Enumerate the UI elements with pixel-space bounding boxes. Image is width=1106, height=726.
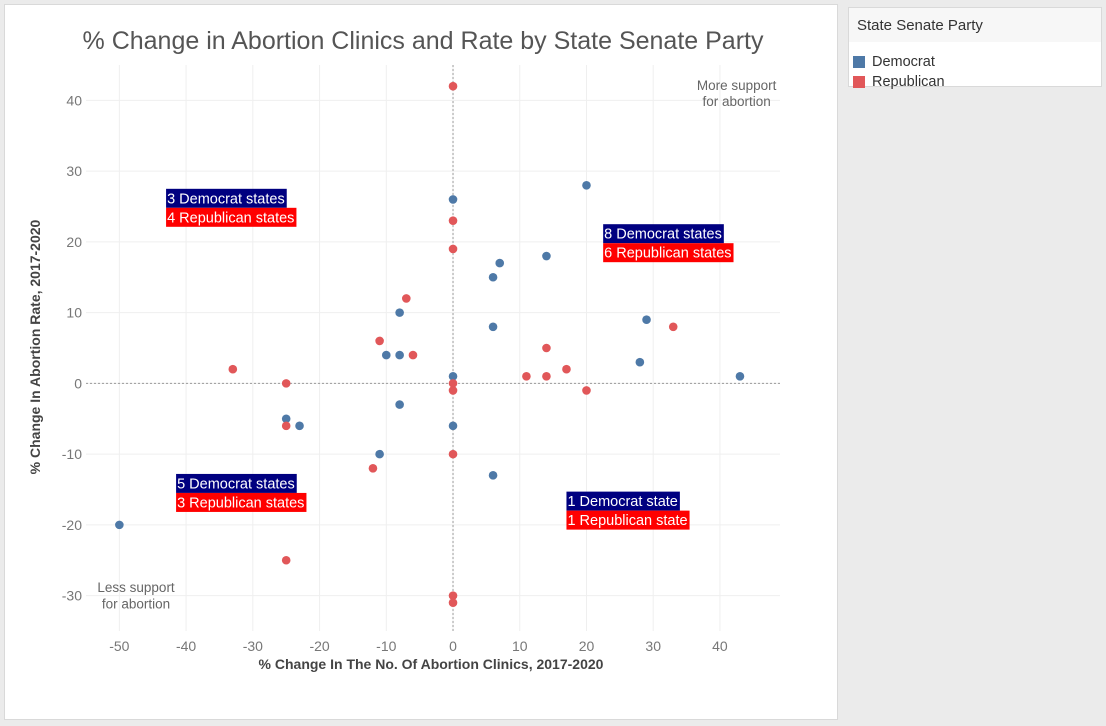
point-republican[interactable] <box>449 216 458 225</box>
quadrant-label-republican-text: 1 Republican state <box>567 513 687 529</box>
y-tick-label: 10 <box>66 305 82 321</box>
quadrant-label-democrat: 5 Democrat states <box>176 474 297 493</box>
quadrant-label-democrat: 3 Democrat states <box>166 189 287 208</box>
quadrant-label-republican-text: 4 Republican states <box>167 210 294 226</box>
quadrant-label-democrat: 8 Democrat states <box>603 224 724 243</box>
point-republican[interactable] <box>369 464 378 473</box>
point-democrat[interactable] <box>582 181 591 190</box>
x-tick-label: 0 <box>449 638 457 654</box>
point-democrat[interactable] <box>495 259 504 268</box>
point-democrat[interactable] <box>489 322 498 331</box>
x-axis-label: % Change In The No. Of Abortion Clinics,… <box>259 656 604 672</box>
point-democrat[interactable] <box>395 400 404 409</box>
point-republican[interactable] <box>669 322 678 331</box>
point-republican[interactable] <box>582 386 591 395</box>
chart-canvas: % Change in Abortion Clinics and Rate by… <box>4 4 838 720</box>
y-axis-label: % Change In Abortion Rate, 2017-2020 <box>27 219 43 474</box>
quadrant-label-democrat-text: 3 Democrat states <box>167 191 285 207</box>
x-tick-label: -20 <box>309 638 329 654</box>
point-democrat[interactable] <box>395 308 404 317</box>
legend-entry-republican[interactable]: Republican <box>853 72 945 92</box>
republican-swatch <box>853 76 865 88</box>
point-democrat[interactable] <box>642 315 651 324</box>
chart-title: % Change in Abortion Clinics and Rate by… <box>83 27 764 55</box>
x-tick-label: 20 <box>579 638 595 654</box>
y-tick-label: 30 <box>66 163 82 179</box>
legend-label-republican: Republican <box>872 74 945 90</box>
point-republican[interactable] <box>542 372 551 381</box>
point-republican[interactable] <box>449 598 458 607</box>
point-democrat[interactable] <box>636 358 645 367</box>
point-republican[interactable] <box>522 372 531 381</box>
y-tick-label: -20 <box>62 517 82 533</box>
point-republican[interactable] <box>282 556 291 565</box>
y-tick-label: 40 <box>66 92 82 108</box>
point-republican[interactable] <box>449 82 458 91</box>
quadrant-label-democrat-text: 5 Democrat states <box>177 476 295 492</box>
y-axis-ticks: -30 -20 -10 0 10 20 30 40 <box>62 92 82 603</box>
quadrant-labels: 3 Democrat states 4 Republican states 8 De… <box>166 189 733 530</box>
scatter-plot: % Change in Abortion Clinics and Rate by… <box>5 5 839 721</box>
point-republican[interactable] <box>562 365 571 374</box>
point-democrat[interactable] <box>449 195 458 204</box>
x-tick-label: -10 <box>376 638 396 654</box>
grid-lines <box>86 65 780 631</box>
quadrant-label-republican: 3 Republican states <box>176 493 306 512</box>
annotation-text: for abortion <box>702 94 770 109</box>
point-democrat[interactable] <box>395 351 404 360</box>
legend-title: State Senate Party <box>857 17 983 34</box>
quadrant-label-democrat: 1 Democrat state <box>566 492 679 511</box>
reference-lines <box>86 65 780 631</box>
x-axis-ticks: -50 -40 -30 -20 -10 0 10 20 30 40 <box>109 638 728 654</box>
legend: State Senate Party Democrat Republican <box>848 7 1102 87</box>
point-republican[interactable] <box>449 245 458 254</box>
legend-label-democrat: Democrat <box>872 54 935 70</box>
point-democrat[interactable] <box>736 372 745 381</box>
point-democrat[interactable] <box>449 422 458 431</box>
point-republican[interactable] <box>282 422 291 431</box>
annotation-text: More support <box>697 78 777 93</box>
y-tick-label: -10 <box>62 446 82 462</box>
point-republican[interactable] <box>375 337 384 346</box>
point-republican[interactable] <box>229 365 238 374</box>
point-democrat[interactable] <box>295 422 304 431</box>
point-republican[interactable] <box>449 450 458 459</box>
x-tick-label: 40 <box>712 638 728 654</box>
quadrant-label-republican: 1 Republican state <box>566 511 689 530</box>
point-democrat[interactable] <box>542 252 551 261</box>
x-tick-label: 30 <box>645 638 661 654</box>
legend-entry-democrat[interactable]: Democrat <box>853 52 935 72</box>
x-tick-label: -30 <box>243 638 263 654</box>
point-republican[interactable] <box>449 386 458 395</box>
y-tick-label: -30 <box>62 588 82 604</box>
point-democrat[interactable] <box>382 351 391 360</box>
point-republican[interactable] <box>282 379 291 388</box>
x-tick-label: 10 <box>512 638 528 654</box>
x-tick-label: -50 <box>109 638 129 654</box>
point-democrat[interactable] <box>489 471 498 480</box>
annotation-text: Less support <box>97 580 175 595</box>
y-tick-label: 0 <box>74 375 82 391</box>
quadrant-label-republican-text: 3 Republican states <box>177 495 304 511</box>
quadrant-label-republican: 4 Republican states <box>166 208 296 227</box>
point-republican[interactable] <box>542 344 551 353</box>
democrat-swatch <box>853 56 865 68</box>
point-republican[interactable] <box>402 294 411 303</box>
x-tick-label: -40 <box>176 638 196 654</box>
quadrant-label-democrat-text: 8 Democrat states <box>604 227 722 243</box>
quadrant-label-democrat-text: 1 Democrat state <box>567 494 677 510</box>
point-republican[interactable] <box>409 351 418 360</box>
point-democrat[interactable] <box>115 521 124 530</box>
annotation-text: for abortion <box>102 596 170 611</box>
y-tick-label: 20 <box>66 234 82 250</box>
point-democrat[interactable] <box>489 273 498 282</box>
quadrant-label-republican-text: 6 Republican states <box>604 246 731 262</box>
point-democrat[interactable] <box>375 450 384 459</box>
quadrant-label-republican: 6 Republican states <box>603 243 733 262</box>
